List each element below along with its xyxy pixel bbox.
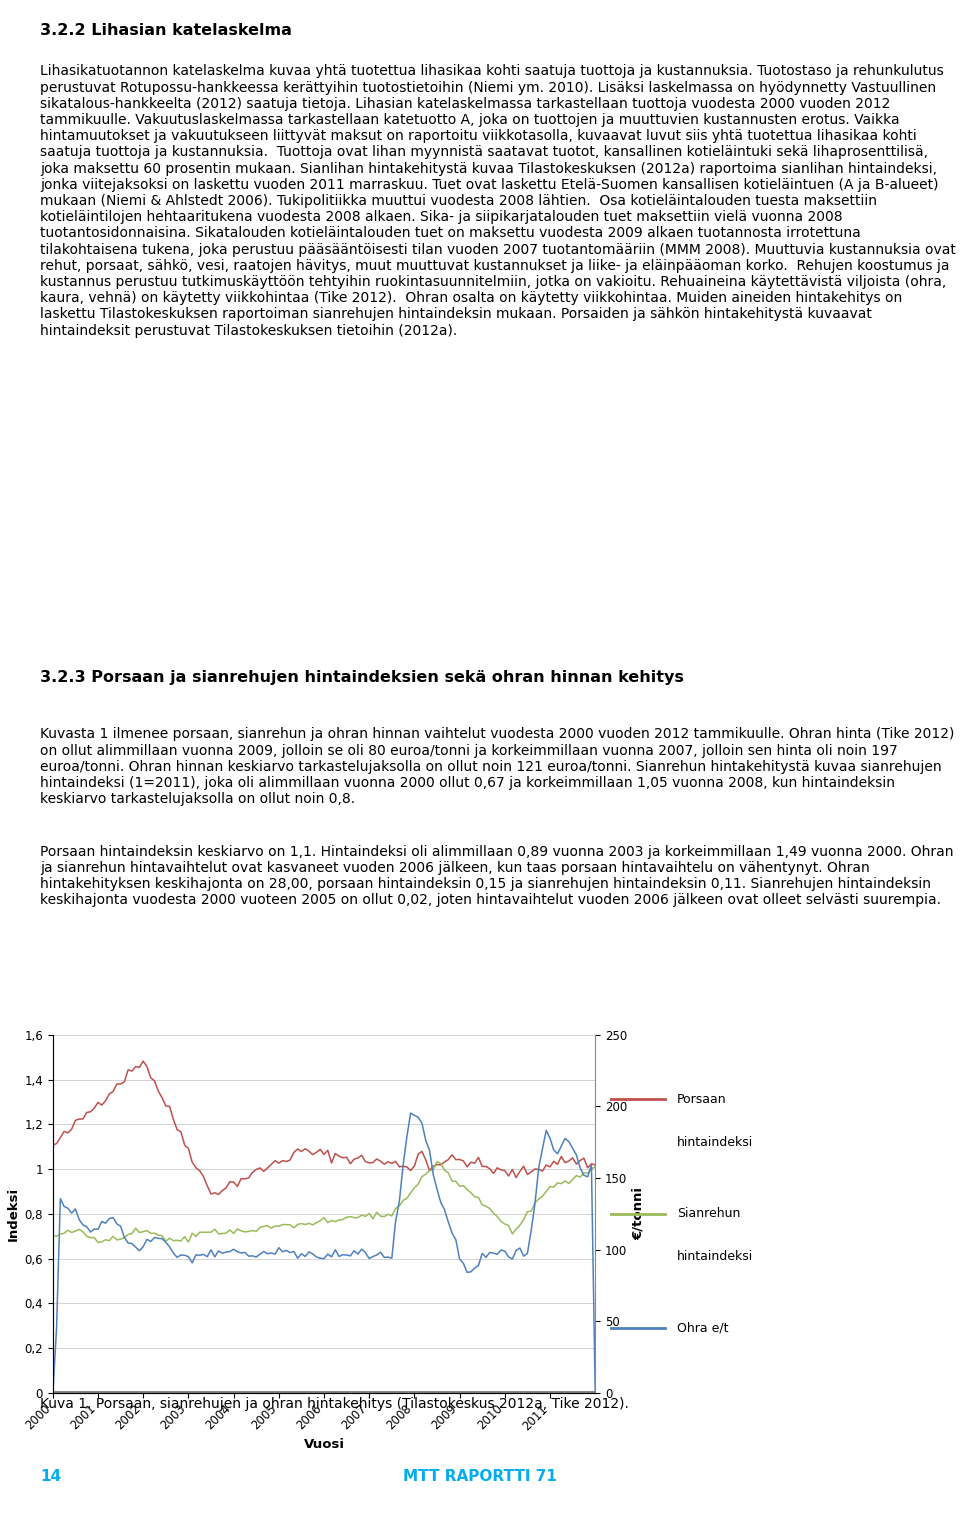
Text: Kuva 1. Porsaan, sianrehujen ja ohran hintakehitys (Tilastokeskus 2012a, Tike 20: Kuva 1. Porsaan, sianrehujen ja ohran hi… <box>40 1397 629 1411</box>
Text: Kuvasta 1 ilmenee porsaan, sianrehun ja ohran hinnan vaihtelut vuodesta 2000 vuo: Kuvasta 1 ilmenee porsaan, sianrehun ja … <box>40 728 954 807</box>
Text: Sianrehun: Sianrehun <box>677 1207 740 1221</box>
Text: MTT RAPORTTI 71: MTT RAPORTTI 71 <box>403 1469 557 1484</box>
Text: 3.2.3 Porsaan ja sianrehujen hintaindeksien sekä ohran hinnan kehitys: 3.2.3 Porsaan ja sianrehujen hintaindeks… <box>40 670 684 685</box>
Text: Porsaan: Porsaan <box>677 1093 727 1106</box>
Text: 14: 14 <box>40 1469 61 1484</box>
Text: hintaindeksi: hintaindeksi <box>677 1250 754 1263</box>
Y-axis label: Indeksi: Indeksi <box>7 1187 20 1240</box>
Text: Lihasikatuotannon katelaskelma kuvaa yhtä tuotettua lihasikaa kohti saatuja tuot: Lihasikatuotannon katelaskelma kuvaa yht… <box>40 64 956 338</box>
X-axis label: Vuosi: Vuosi <box>303 1438 345 1450</box>
Text: Porsaan hintaindeksin keskiarvo on 1,1. Hintaindeksi oli alimmillaan 0,89 vuonna: Porsaan hintaindeksin keskiarvo on 1,1. … <box>40 845 954 907</box>
Text: 3.2.2 Lihasian katelaskelma: 3.2.2 Lihasian katelaskelma <box>40 23 292 38</box>
Y-axis label: €/tonni: €/tonni <box>632 1187 644 1240</box>
Text: hintaindeksi: hintaindeksi <box>677 1135 754 1149</box>
Text: Ohra e/t: Ohra e/t <box>677 1321 729 1335</box>
